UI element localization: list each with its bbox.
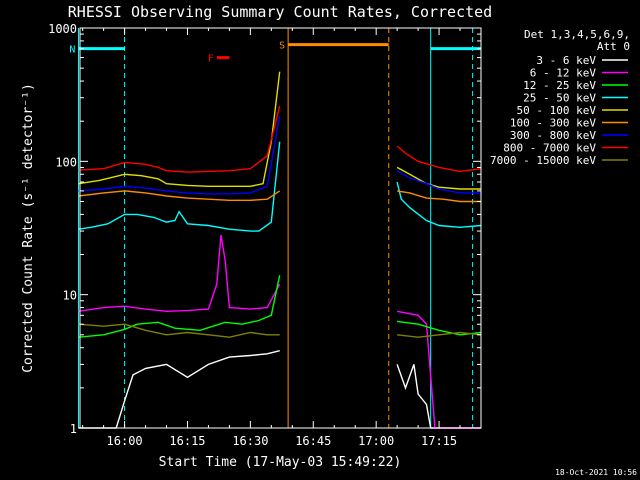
x-tick-label-2: 16:30 <box>232 434 268 448</box>
series-line-7-1 <box>396 145 482 173</box>
legend-label-3: 25 - 50 keV <box>523 92 596 105</box>
series-line-8-0 <box>78 323 280 338</box>
mode-boundary-lines <box>77 28 474 428</box>
y-tick-label-0: 1 <box>70 422 77 436</box>
legend-label-2: 12 - 25 keV <box>523 79 596 92</box>
series-line-8-1 <box>397 331 482 338</box>
annotation-label-2: F <box>208 54 214 65</box>
series-line-7-0 <box>78 105 281 173</box>
y-tick-label-3: 1000 <box>48 22 77 36</box>
y-axis-label: Corrected Count Rate (s⁻¹ detector⁻¹) <box>21 83 36 373</box>
footer-timestamp: 18-Oct-2021 10:56 <box>555 468 637 477</box>
legend-label-5: 100 - 300 keV <box>510 117 596 130</box>
x-axis-label: Start Time (17-May-03 15:49:22) <box>159 455 402 470</box>
series-line-2-0 <box>78 275 281 338</box>
legend-label-1: 6 - 12 keV <box>530 67 597 80</box>
series-line-5-1 <box>396 190 481 203</box>
legend-label-8: 7000 - 15000 keV <box>490 154 596 167</box>
legend-label-7: 800 - 7000 keV <box>503 142 596 155</box>
legend-label-6: 300 - 800 keV <box>510 129 596 142</box>
x-tick-label-0: 16:00 <box>107 434 143 448</box>
series-line-6-0 <box>78 115 281 195</box>
series-line-4-1 <box>396 166 481 190</box>
annotation-label-3: S <box>279 41 285 52</box>
x-tick-label-5: 17:15 <box>421 434 457 448</box>
series-line-3-1 <box>396 181 482 229</box>
legend-label-4: 50 - 100 keV <box>517 104 597 117</box>
y-tick-label-1: 10 <box>63 289 77 303</box>
legend-header-0: Det 1,3,4,5,6,9, <box>524 28 630 41</box>
x-tick-label-1: 16:15 <box>169 434 205 448</box>
series-line-3-0 <box>78 141 281 232</box>
series-line-5-0 <box>78 190 281 201</box>
series-line-6-1 <box>396 170 481 194</box>
y-tick-label-2: 100 <box>55 155 77 169</box>
series-line-2-1 <box>397 320 482 336</box>
x-tick-label-4: 17:00 <box>358 434 394 448</box>
x-tick-label-3: 16:45 <box>295 434 331 448</box>
legend-label-0: 3 - 6 keV <box>536 54 596 67</box>
series-line-0-0 <box>78 350 280 429</box>
plot-frame <box>79 27 482 429</box>
annotation-label-0: N <box>69 45 75 56</box>
series-lines <box>78 71 482 429</box>
mode-annotations: N F S <box>69 41 481 65</box>
axes: 16:00 16:15 16:30 16:45 17:00 17:15 1 10 100 1000 <box>48 22 482 448</box>
legend-header-1: Att 0 <box>597 40 630 53</box>
series-line-4-0 <box>78 71 281 187</box>
chart-title: RHESSI Observing Summary Count Rates, Co… <box>68 3 492 21</box>
series-line-1-0 <box>78 234 281 313</box>
